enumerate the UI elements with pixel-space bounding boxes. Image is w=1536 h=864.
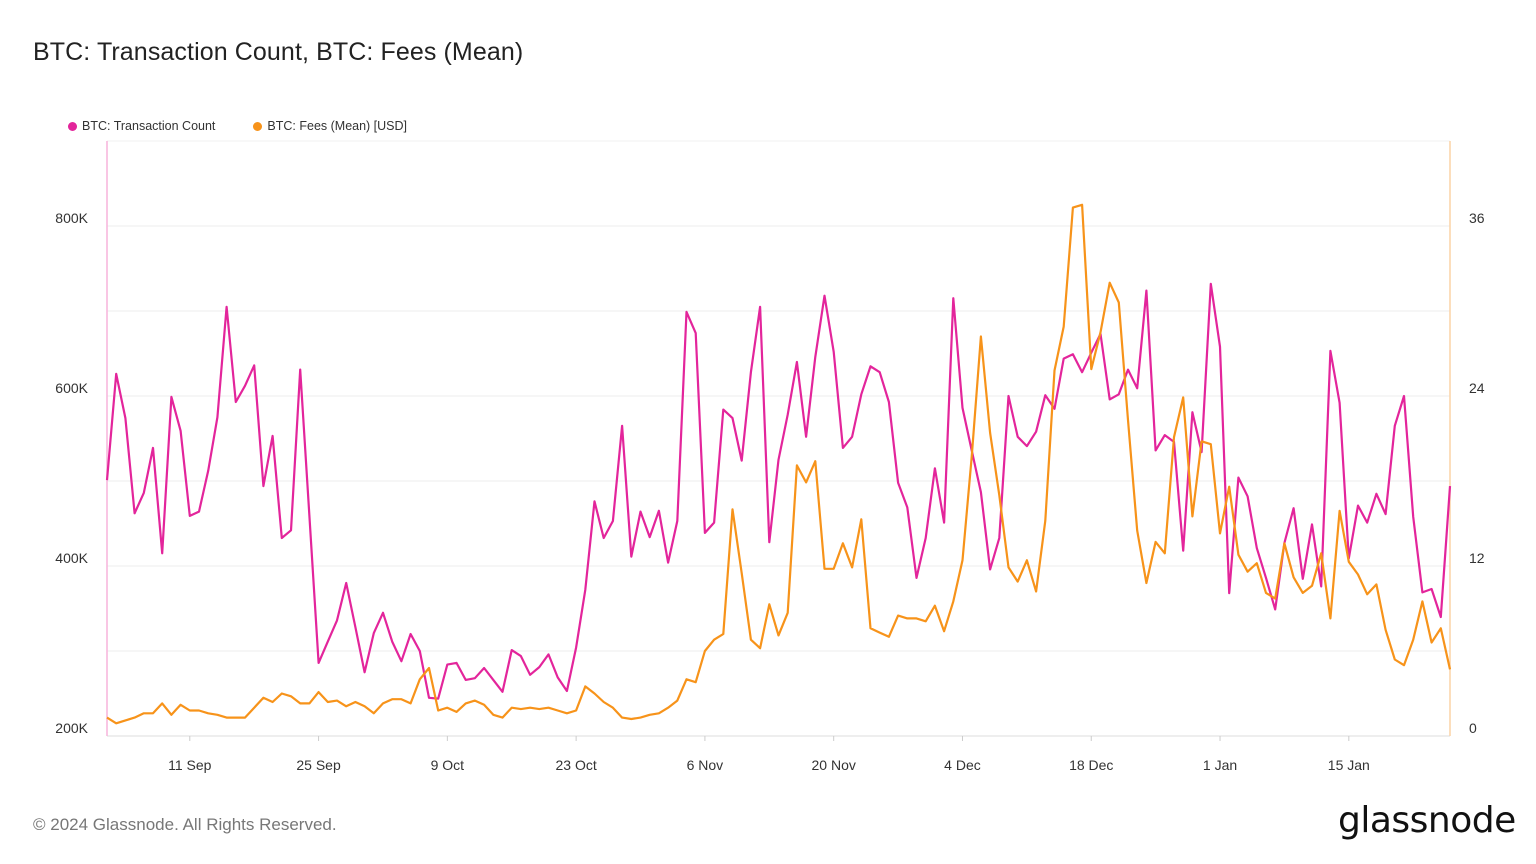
x-tick-label: 23 Oct — [556, 757, 597, 773]
y-right-tick-label: 0 — [1469, 720, 1477, 736]
y-left-tick-label: 200K — [55, 720, 88, 736]
chart-title: BTC: Transaction Count, BTC: Fees (Mean) — [33, 38, 524, 66]
y-left-tick-label: 800K — [55, 210, 88, 226]
x-tick-label: 11 Sep — [168, 757, 212, 773]
legend-dot-transaction-count — [68, 121, 77, 131]
y-left-tick-label: 400K — [55, 550, 88, 566]
legend-label-transaction-count: BTC: Transaction Count — [82, 119, 216, 133]
legend-item-fees-mean[interactable]: BTC: Fees (Mean) [USD] — [253, 119, 407, 133]
legend: BTC: Transaction Count BTC: Fees (Mean) … — [68, 119, 407, 133]
x-tick-label: 15 Jan — [1328, 757, 1370, 773]
y-right-tick-label: 36 — [1469, 210, 1485, 226]
legend-label-fees-mean: BTC: Fees (Mean) [USD] — [267, 119, 408, 133]
y-left-tick-label: 600K — [55, 380, 88, 396]
x-tick-label: 9 Oct — [431, 757, 465, 773]
series-line-fees-mean — [106, 203, 1452, 725]
legend-item-transaction-count[interactable]: BTC: Transaction Count — [68, 119, 215, 133]
x-tick-label: 20 Nov — [812, 757, 856, 773]
x-tick-label: 4 Dec — [944, 757, 981, 773]
y-right-tick-label: 24 — [1469, 380, 1485, 396]
x-tick-label: 6 Nov — [687, 757, 724, 773]
legend-dot-fees-mean — [253, 121, 263, 131]
y-right-tick-label: 12 — [1469, 550, 1485, 566]
copyright-footer: © 2024 Glassnode. All Rights Reserved. — [33, 815, 337, 834]
glassnode-logo: glassnode — [1338, 800, 1516, 841]
x-tick-label: 1 Jan — [1203, 757, 1237, 773]
x-tick-label: 25 Sep — [296, 757, 341, 773]
series-line-transaction-count — [105, 282, 1452, 700]
x-tick-label: 18 Dec — [1069, 757, 1113, 773]
